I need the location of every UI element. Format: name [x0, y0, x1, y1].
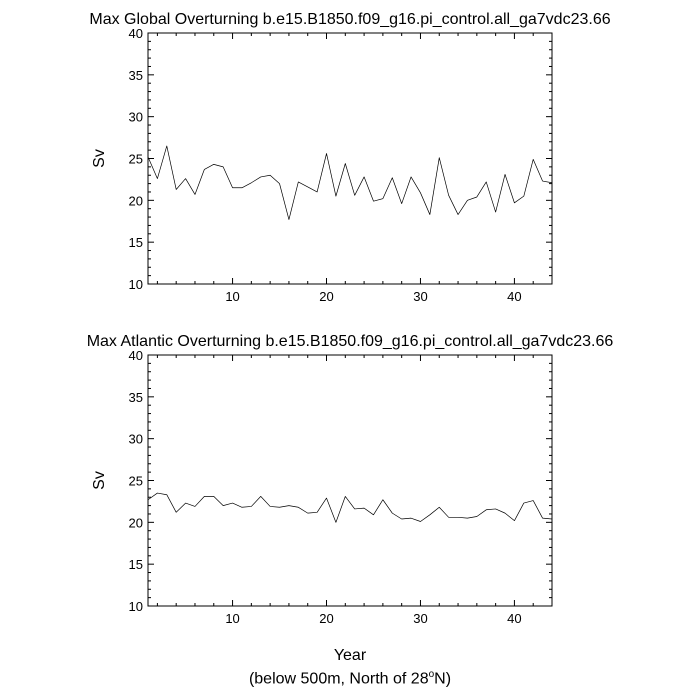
footnote-suffix: N) [434, 670, 452, 688]
chart-title: Max Global Overturning b.e15.B1850.f09_g… [89, 11, 610, 28]
x-axis-label: Year [334, 647, 367, 664]
y-tick-label: 40 [129, 348, 143, 363]
y-tick-label: 30 [129, 110, 143, 125]
atlantic-overturning-panel: Max Atlantic Overturning b.e15.B1850.f09… [87, 333, 614, 664]
y-tick-label: 10 [129, 277, 143, 292]
y-tick-label: 30 [129, 432, 143, 447]
series-line [147, 492, 553, 523]
y-tick-label: 15 [129, 557, 143, 572]
plot-frame [147, 32, 553, 285]
footnote: (below 500m, North of 28oN) [0, 669, 700, 688]
y-tick-label: 20 [129, 515, 143, 530]
y-axis-label: Sv [91, 149, 108, 168]
y-tick-label: 25 [129, 152, 143, 167]
y-axis-label: Sv [91, 471, 108, 490]
x-tick-label: 20 [319, 289, 333, 304]
y-tick-label: 20 [129, 193, 143, 208]
global-overturning-panel: Max Global Overturning b.e15.B1850.f09_g… [89, 11, 610, 304]
x-tick-label: 30 [413, 611, 427, 626]
y-tick-label: 40 [129, 26, 143, 41]
x-tick-label: 30 [413, 289, 427, 304]
x-tick-label: 40 [507, 611, 521, 626]
y-tick-label: 35 [129, 390, 143, 405]
y-tick-label: 15 [129, 235, 143, 250]
y-tick-label: 10 [129, 599, 143, 614]
x-tick-label: 10 [225, 289, 239, 304]
x-tick-label: 40 [507, 289, 521, 304]
series-line [147, 145, 553, 220]
footnote-superscript: o [428, 669, 435, 680]
x-tick-label: 20 [319, 611, 333, 626]
footnote-prefix: (below 500m, North of 28 [248, 670, 429, 688]
plot-frame [147, 354, 553, 607]
y-tick-label: 25 [129, 474, 143, 489]
y-tick-label: 35 [129, 68, 143, 83]
x-tick-label: 10 [225, 611, 239, 626]
chart-title: Max Atlantic Overturning b.e15.B1850.f09… [87, 333, 614, 350]
